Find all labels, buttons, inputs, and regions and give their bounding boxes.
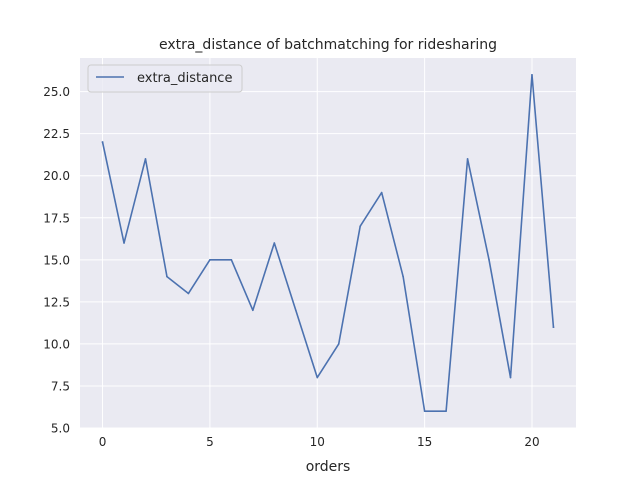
y-tick-label: 20.0: [43, 169, 70, 183]
x-axis-label: orders: [306, 459, 351, 475]
data-point: [531, 74, 533, 76]
y-tick-label: 7.5: [51, 379, 70, 393]
y-tick-label: 10.0: [43, 337, 70, 351]
x-tick-label: 20: [524, 435, 539, 449]
legend-label: extra_distance: [137, 71, 232, 86]
data-point: [552, 326, 555, 328]
legend: extra_distance: [87, 64, 243, 93]
data-point: [230, 259, 233, 261]
data-point: [209, 259, 211, 261]
data-point: [488, 259, 490, 261]
plot-area: [80, 58, 576, 428]
data-point: [294, 309, 297, 312]
y-tick-label: 15.0: [43, 253, 70, 267]
data-point: [466, 158, 469, 160]
data-point: [316, 376, 319, 379]
data-point: [252, 309, 254, 312]
x-tick-label: 5: [206, 435, 214, 449]
data-point: [187, 292, 190, 295]
data-point: [445, 410, 447, 412]
chart-title: extra_distance of batchmatching for ride…: [159, 37, 497, 53]
data-point: [359, 225, 362, 227]
x-tick-label: 10: [310, 435, 325, 449]
tick-labels: 5.0 7.5 10.0 12.5 15.0 17.5 20.0 22.5 25.0 0 5 10 15…: [43, 85, 539, 449]
data-point: [423, 410, 426, 412]
data-point: [144, 158, 147, 160]
data-point: [380, 191, 383, 194]
legend-box: [87, 64, 243, 93]
y-tick-label: 25.0: [43, 85, 70, 99]
y-tick-label: 22.5: [43, 127, 70, 141]
data-point: [166, 275, 168, 278]
data-point: [402, 275, 404, 278]
y-tick-label: 12.5: [43, 295, 70, 309]
data-point: [337, 343, 340, 345]
data-point: [509, 376, 512, 379]
series-line-extra_distance: [101, 74, 555, 412]
data-point: [101, 141, 104, 143]
x-tick-label: 15: [417, 435, 432, 449]
x-tick-label: 0: [99, 435, 107, 449]
y-tick-label: 17.5: [43, 211, 70, 225]
data-point: [273, 242, 276, 244]
series-layer: [101, 74, 555, 412]
data-point: [123, 242, 125, 244]
y-tick-label: 5.0: [51, 422, 70, 436]
